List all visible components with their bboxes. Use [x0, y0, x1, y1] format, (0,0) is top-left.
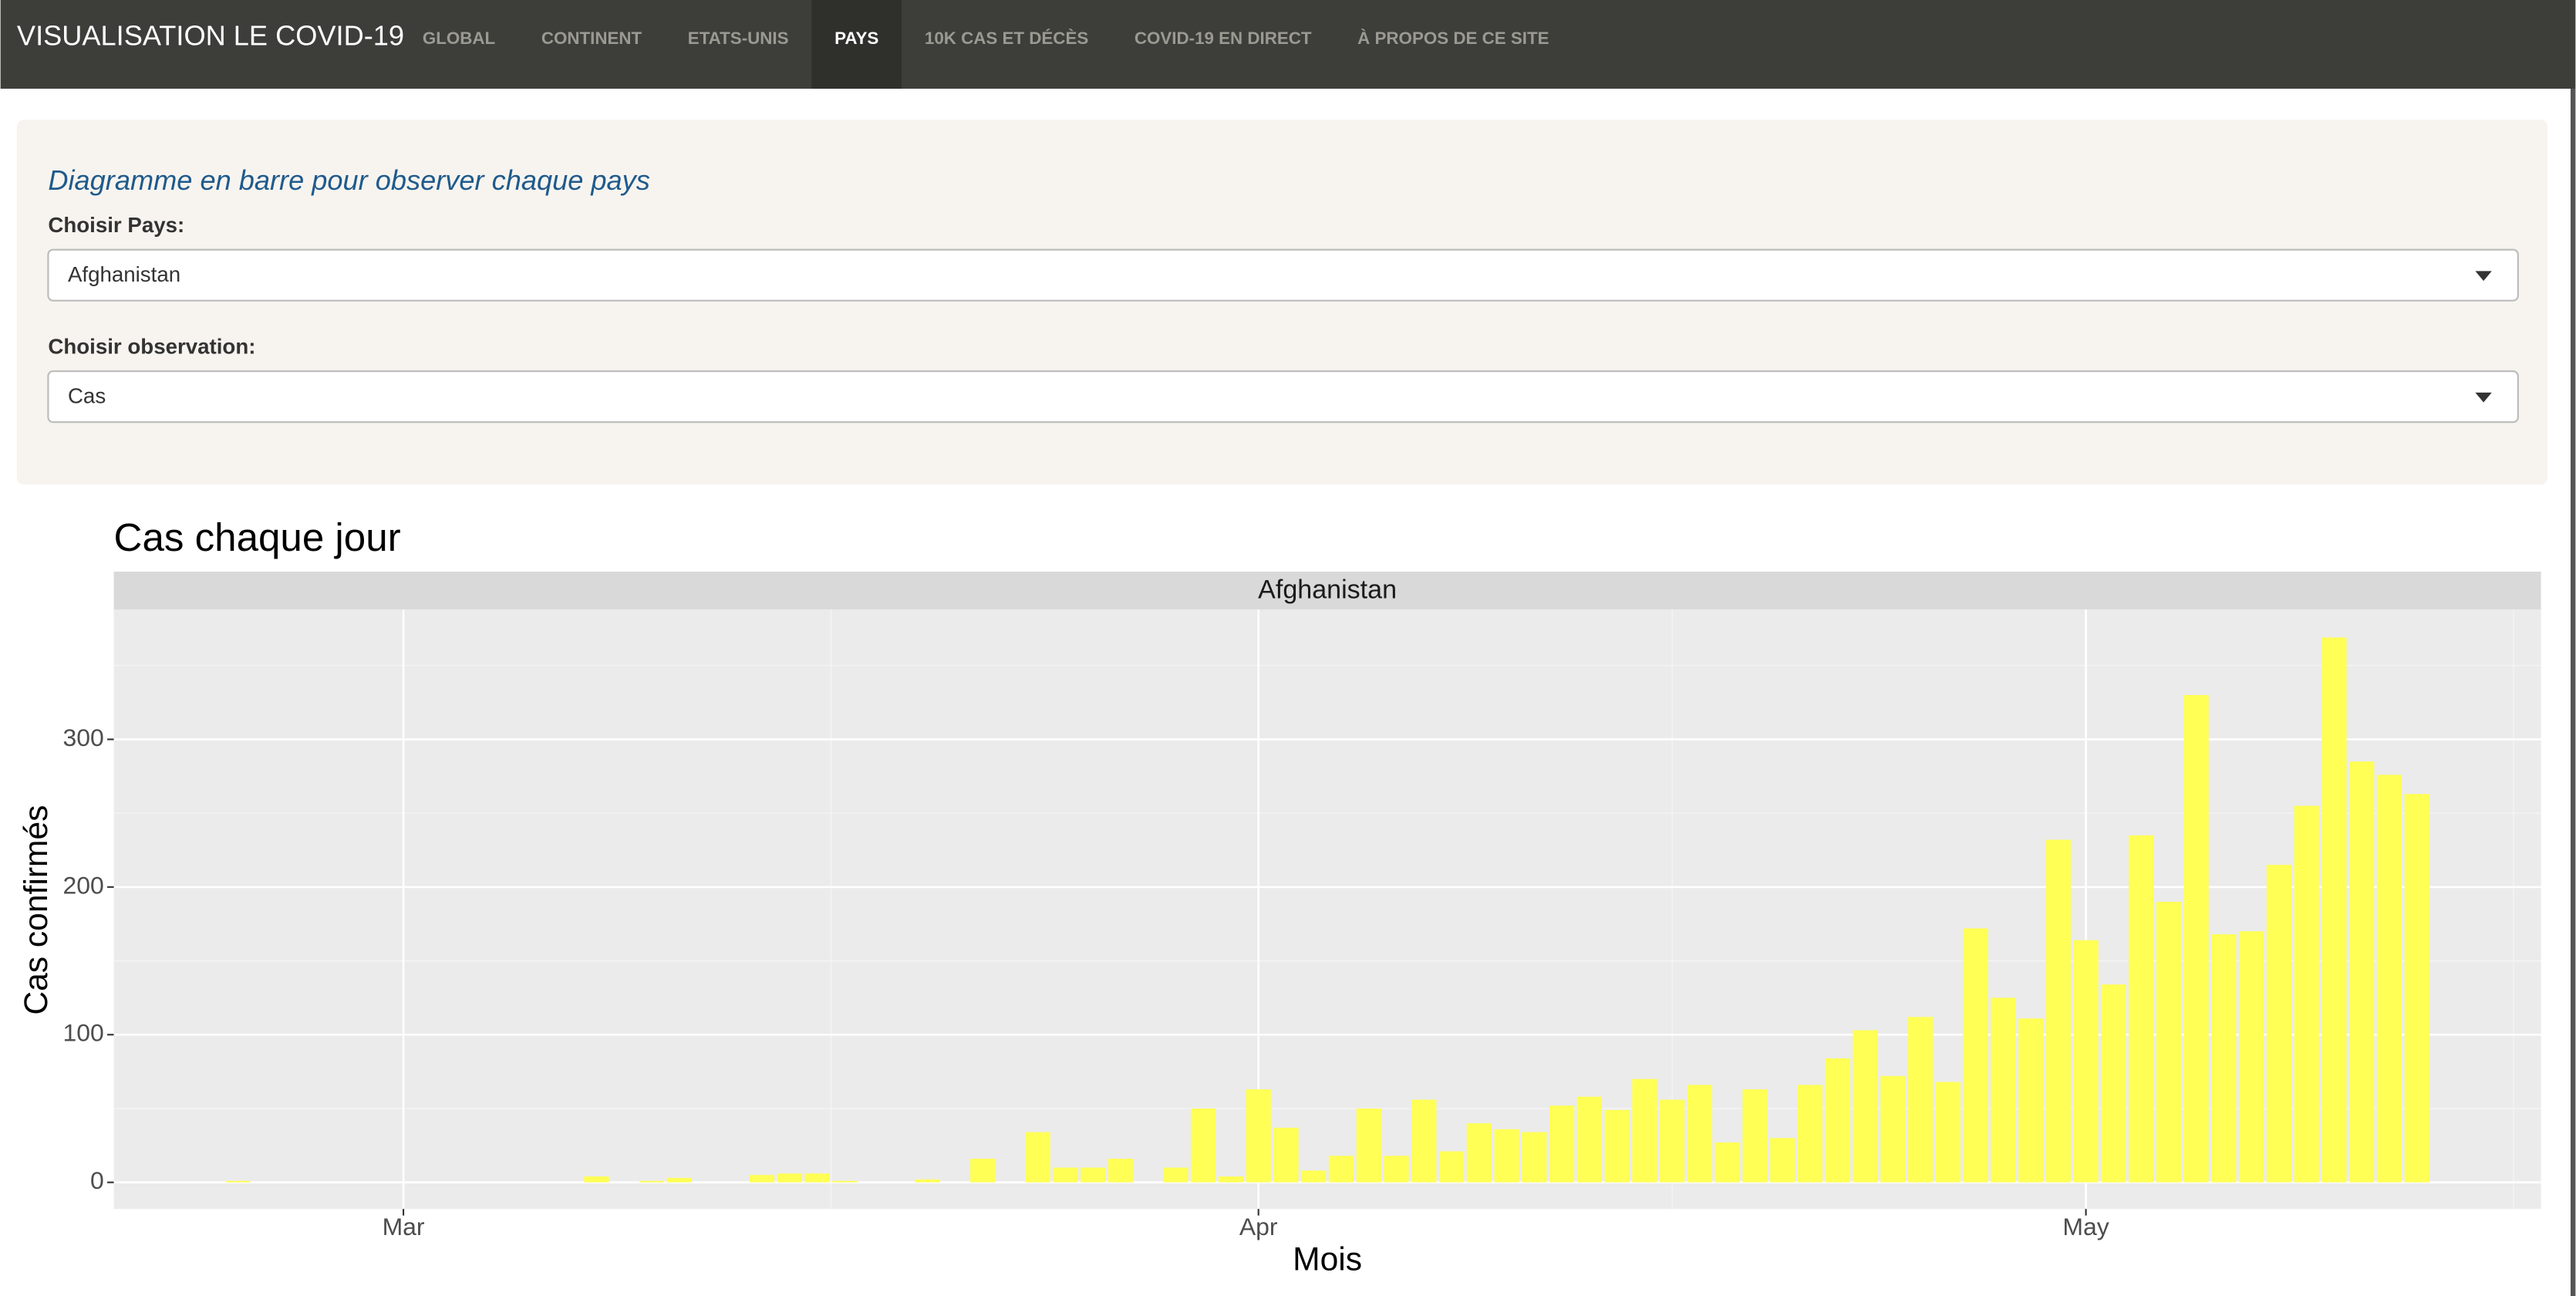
bar — [1163, 1167, 1189, 1183]
bar — [1522, 1132, 1547, 1183]
bar — [969, 1159, 996, 1183]
select-arrow — [2475, 392, 2492, 403]
bar — [1356, 1108, 1381, 1183]
bar — [2404, 794, 2429, 1183]
brand[interactable]: VISUALISATION LE COVID-19 — [17, 20, 404, 52]
bar — [1218, 1176, 1244, 1183]
select[interactable] — [47, 248, 2519, 302]
bar — [1604, 1109, 1630, 1183]
bar — [2321, 637, 2347, 1183]
y-tick-label: 200 — [63, 871, 104, 899]
scrollbar-edge — [2570, 88, 2576, 1296]
plot — [107, 609, 2541, 1216]
bar — [584, 1176, 609, 1183]
select-arrow — [2475, 271, 2492, 282]
bar — [2101, 984, 2126, 1183]
bar — [1053, 1167, 1078, 1183]
bar — [2045, 839, 2071, 1183]
nav-item[interactable]: 10K CAS ET DÉCÈS — [925, 29, 1088, 48]
bar — [666, 1177, 692, 1183]
bar — [2183, 694, 2209, 1183]
x-tick-label: Apr — [1239, 1213, 1278, 1240]
bar — [1770, 1138, 1795, 1183]
facet-strip — [113, 571, 2541, 609]
bar — [1494, 1129, 1519, 1183]
bar — [2376, 775, 2402, 1183]
bar — [1632, 1078, 1657, 1183]
bar — [1384, 1156, 1409, 1183]
nav-item[interactable]: COVID-19 EN DIRECT — [1135, 29, 1312, 48]
bar — [2239, 931, 2264, 1183]
bar — [1576, 1096, 1602, 1183]
bar — [1081, 1167, 1106, 1183]
y-tick-label: 0 — [90, 1166, 104, 1194]
bar — [1963, 928, 1988, 1183]
y-tick-label: 300 — [63, 724, 104, 751]
bar — [1025, 1132, 1050, 1183]
bar — [1438, 1151, 1465, 1183]
nav-active-bg — [811, 0, 902, 89]
navbar — [0, 0, 2576, 89]
bar — [804, 1173, 830, 1183]
chart-title: Cas chaque jour — [114, 515, 401, 559]
bar — [1108, 1159, 1133, 1183]
bar — [1880, 1075, 1906, 1183]
x-axis-label: Mois — [1293, 1241, 1362, 1278]
x-tick-label: Mar — [383, 1213, 425, 1240]
bar — [1301, 1170, 1327, 1183]
bar — [1742, 1089, 1768, 1183]
nav-item[interactable]: À PROPOS DE CE SITE — [1357, 29, 1549, 48]
bar — [2128, 835, 2154, 1183]
bar — [2211, 934, 2237, 1183]
bar — [1191, 1108, 1216, 1183]
bar — [1660, 1099, 1685, 1183]
bar — [777, 1173, 802, 1183]
bar — [1797, 1085, 1823, 1183]
bar — [225, 1180, 251, 1183]
bar — [1991, 997, 2016, 1183]
bar — [2156, 901, 2181, 1183]
bar — [832, 1180, 858, 1183]
select-value: Afghanistan — [68, 262, 180, 286]
field-label: Choisir Pays: — [48, 213, 184, 237]
bar — [1549, 1105, 1575, 1183]
y-tick-label: 100 — [63, 1019, 104, 1047]
bar — [2349, 761, 2375, 1183]
bar — [2073, 940, 2099, 1183]
nav-item[interactable]: ETATS-UNIS — [688, 29, 789, 48]
bar — [2018, 1018, 2044, 1183]
bar — [1687, 1085, 1712, 1183]
nav-item[interactable]: GLOBAL — [423, 29, 495, 48]
bar — [1273, 1127, 1299, 1183]
bar — [2294, 805, 2319, 1183]
nav-item[interactable]: PAYS — [835, 29, 878, 48]
bar — [1411, 1099, 1437, 1183]
nav-items: GLOBAL CONTINENT ETATS-UNIS PAYS 10K CAS ET … — [423, 0, 1549, 89]
bar — [1853, 1030, 1878, 1183]
field-label: Choisir observation: — [48, 335, 255, 359]
facet-label: Afghanistan — [1258, 575, 1397, 605]
bar — [2266, 865, 2291, 1183]
y-axis-label: Cas confirmés — [18, 805, 55, 1015]
form-heading: Diagramme en barre pour observer chaque … — [48, 164, 649, 196]
bar — [1935, 1082, 1961, 1183]
bar — [1246, 1089, 1271, 1183]
bar — [1825, 1058, 1850, 1183]
bar — [749, 1175, 775, 1183]
bar — [1328, 1156, 1354, 1183]
bar — [1466, 1123, 1492, 1183]
bar — [915, 1179, 940, 1183]
bar — [1715, 1142, 1740, 1183]
nav-item[interactable]: CONTINENT — [541, 29, 642, 48]
select[interactable] — [47, 370, 2519, 424]
x-tick-label: May — [2062, 1213, 2109, 1240]
bar — [1907, 1017, 1934, 1183]
bar — [639, 1180, 665, 1183]
select-value: Cas — [68, 384, 106, 408]
